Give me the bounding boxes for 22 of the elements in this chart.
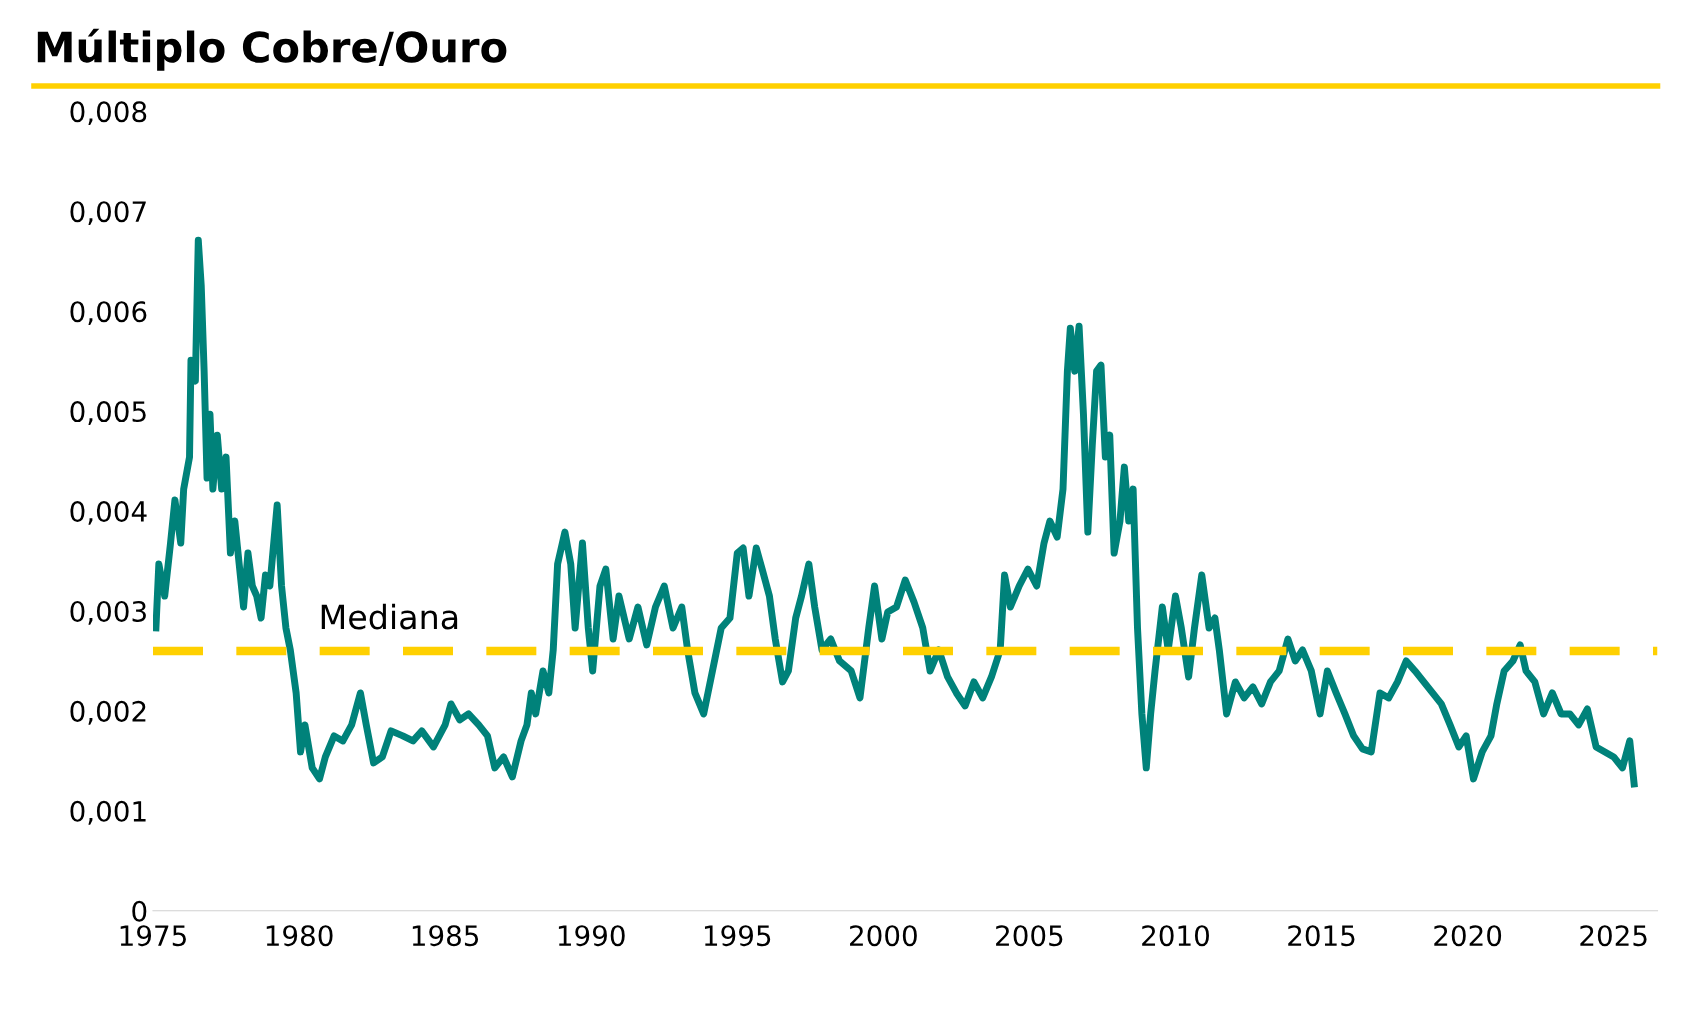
- y-tick-label: 0,006: [70, 301, 147, 325]
- x-tick-label: 1980: [266, 925, 333, 947]
- x-tick-label: 2025: [1580, 925, 1647, 947]
- x-tick-label: 1975: [120, 925, 186, 947]
- ref-line-label: Mediana: [321, 603, 458, 630]
- y-tick-label: 0,004: [70, 501, 147, 525]
- y-tick-label: 0,003: [70, 600, 146, 625]
- y-tick-label: 0,005: [70, 401, 146, 425]
- y-tick-label: 0,008: [70, 101, 147, 126]
- x-tick-label: 1985: [412, 925, 479, 947]
- y-tick-label: 0,002: [70, 700, 146, 725]
- y-tick-label: 0: [132, 900, 147, 922]
- x-tick-label: 2010: [1142, 925, 1209, 947]
- x-tick-label: 2000: [850, 925, 917, 947]
- x-tick-label: 1995: [704, 925, 771, 947]
- x-tick-label: 2020: [1434, 925, 1502, 947]
- chart-title: Múltiplo Cobre/Ouro: [37, 28, 507, 71]
- y-tick-label: 0,007: [70, 201, 146, 226]
- x-tick-label: 2005: [996, 925, 1063, 947]
- x-tick-label: 2015: [1288, 925, 1355, 947]
- y-tick-label: 0,001: [70, 800, 146, 825]
- x-tick-label: 1990: [558, 925, 625, 947]
